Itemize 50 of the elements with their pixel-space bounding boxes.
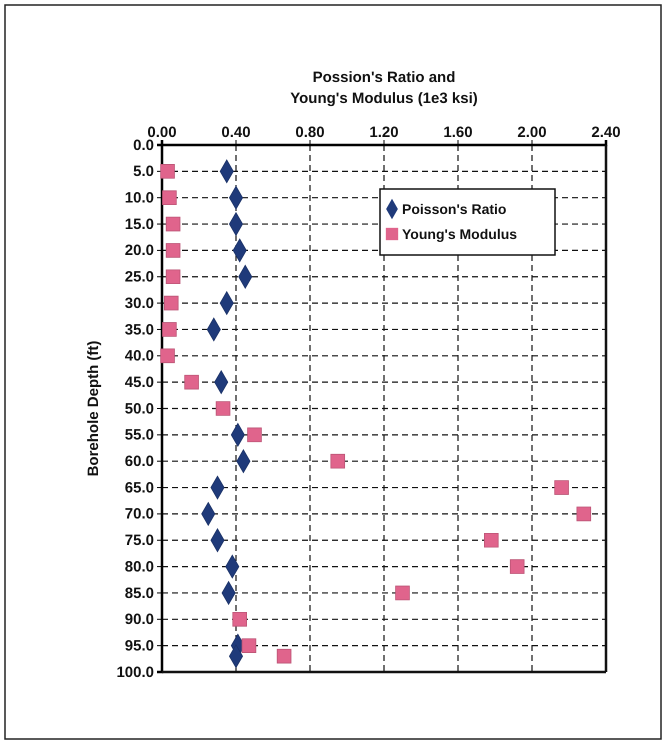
x-tick-label: 2.00 [517, 124, 547, 141]
y-axis-title: Borehole Depth (ft) [85, 340, 102, 476]
point [162, 190, 177, 205]
y-tick-label: 25.0 [124, 268, 154, 286]
point [160, 164, 175, 179]
point [395, 586, 410, 600]
y-tick-label: 50.0 [124, 400, 154, 418]
x-axis-title: Possion's Ratio and Young's Modulus (1e3 ksi) [290, 69, 478, 107]
point [164, 296, 179, 310]
x-tick-label: 0.80 [295, 124, 325, 141]
point [484, 532, 499, 548]
x-tick-label: 0.40 [221, 124, 251, 141]
y-tick-label: 30.0 [124, 294, 154, 312]
x-tick-label: 1.20 [369, 124, 399, 141]
point [330, 454, 346, 468]
y-tick-label: 5.0 [133, 163, 154, 180]
y-tick-label: 90.0 [124, 611, 154, 628]
y-tick-label: 70.0 [124, 506, 154, 523]
y-tick-label: 65.0 [124, 479, 154, 496]
y-tick-label: 35.0 [124, 321, 154, 338]
y-tick-label: 95.0 [124, 637, 154, 654]
y-tick-label: 85.0 [124, 584, 154, 602]
point [166, 269, 180, 284]
point [242, 638, 256, 653]
legend-label: Young's Modulus [402, 226, 518, 242]
y-tick-label: 80.0 [124, 558, 154, 576]
y-tick-label: 55.0 [124, 426, 154, 444]
y-tick-label: 10.0 [124, 190, 154, 206]
point [576, 506, 592, 522]
point [160, 348, 175, 364]
point [166, 243, 180, 258]
x-tick-label: 1.60 [443, 124, 473, 141]
point [232, 612, 247, 627]
point [276, 648, 292, 664]
y-tick-label: 100.0 [116, 664, 154, 681]
y-tick-label: 40.0 [124, 348, 154, 365]
point [510, 559, 524, 574]
legend-label: Poisson's Ratio [402, 201, 506, 217]
x-tick-label: 2.40 [591, 124, 621, 141]
point [554, 480, 569, 495]
y-tick-label: 45.0 [124, 374, 154, 391]
y-tick-label: 60.0 [124, 453, 154, 470]
point [162, 322, 177, 337]
y-tick-label: 20.0 [124, 242, 154, 260]
point [247, 428, 262, 442]
y-tick-label: 75.0 [124, 532, 154, 550]
point [184, 374, 199, 390]
point [216, 401, 230, 416]
y-tick-label: 15.0 [124, 216, 154, 233]
point [166, 216, 180, 232]
